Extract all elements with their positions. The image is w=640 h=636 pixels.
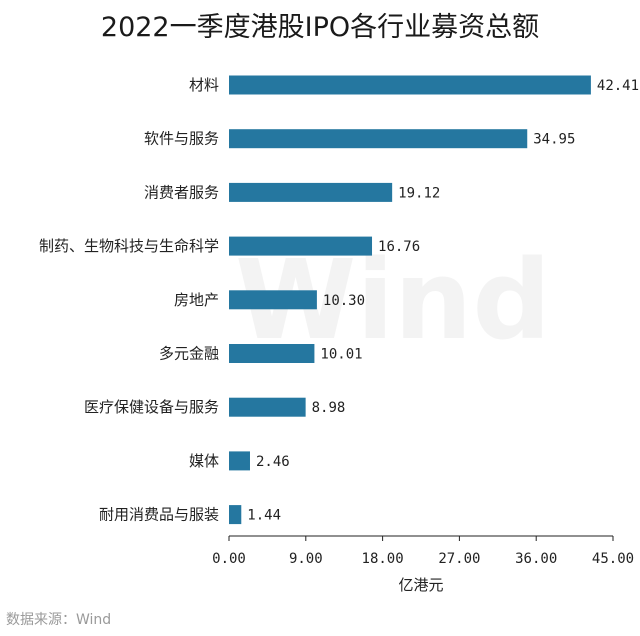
data-label: 10.01 xyxy=(320,347,362,363)
category-label: 医疗保健设备与服务 xyxy=(84,398,219,416)
x-tick-label: 18.00 xyxy=(362,551,404,567)
category-label: 媒体 xyxy=(189,452,219,470)
bar xyxy=(229,75,591,95)
source-note: 数据来源：Wind xyxy=(6,612,111,628)
category-label: 材料 xyxy=(189,76,219,94)
value-labels: 42.41 34.95 19.12 16.76 10.30 10.01 8.98 2.46 1.… xyxy=(247,78,639,524)
bar xyxy=(229,129,528,149)
bar xyxy=(229,290,317,310)
x-tick-label: 36.00 xyxy=(515,551,557,567)
bar xyxy=(229,236,373,256)
x-axis-label: 亿港元 xyxy=(398,576,443,594)
data-label: 8.98 xyxy=(312,400,346,416)
data-label: 42.41 xyxy=(597,78,639,94)
chart-title: 2022一季度港股IPO各行业募资总额 xyxy=(101,12,539,43)
data-label: 10.30 xyxy=(323,293,365,309)
category-label: 耐用消费品与服装 xyxy=(99,506,219,524)
data-label: 34.95 xyxy=(533,132,575,148)
category-label: 制药、生物科技与生命科学 xyxy=(39,237,219,255)
bar xyxy=(229,505,242,525)
x-tick-label: 45.00 xyxy=(592,551,634,567)
x-axis: 0.00 9.00 18.00 27.00 36.00 45.00 xyxy=(212,535,634,567)
data-label: 2.46 xyxy=(256,454,290,470)
data-label: 19.12 xyxy=(398,185,440,201)
bar xyxy=(229,182,393,202)
bar xyxy=(229,397,306,417)
bars-group xyxy=(229,75,591,525)
category-label: 软件与服务 xyxy=(144,130,219,148)
bar xyxy=(229,451,250,471)
bar xyxy=(229,344,315,363)
data-label: 16.76 xyxy=(378,239,420,255)
data-label: 1.44 xyxy=(247,508,281,524)
category-label: 消费者服务 xyxy=(144,183,219,201)
category-label: 多元金融 xyxy=(159,345,219,363)
x-tick-label: 9.00 xyxy=(289,551,323,567)
x-tick-label: 27.00 xyxy=(438,551,480,567)
category-label: 房地产 xyxy=(174,291,219,309)
category-labels: 材料软件与服务消费者服务制药、生物科技与生命科学房地产多元金融医疗保健设备与服务… xyxy=(39,76,219,524)
x-tick-label: 0.00 xyxy=(212,551,246,567)
